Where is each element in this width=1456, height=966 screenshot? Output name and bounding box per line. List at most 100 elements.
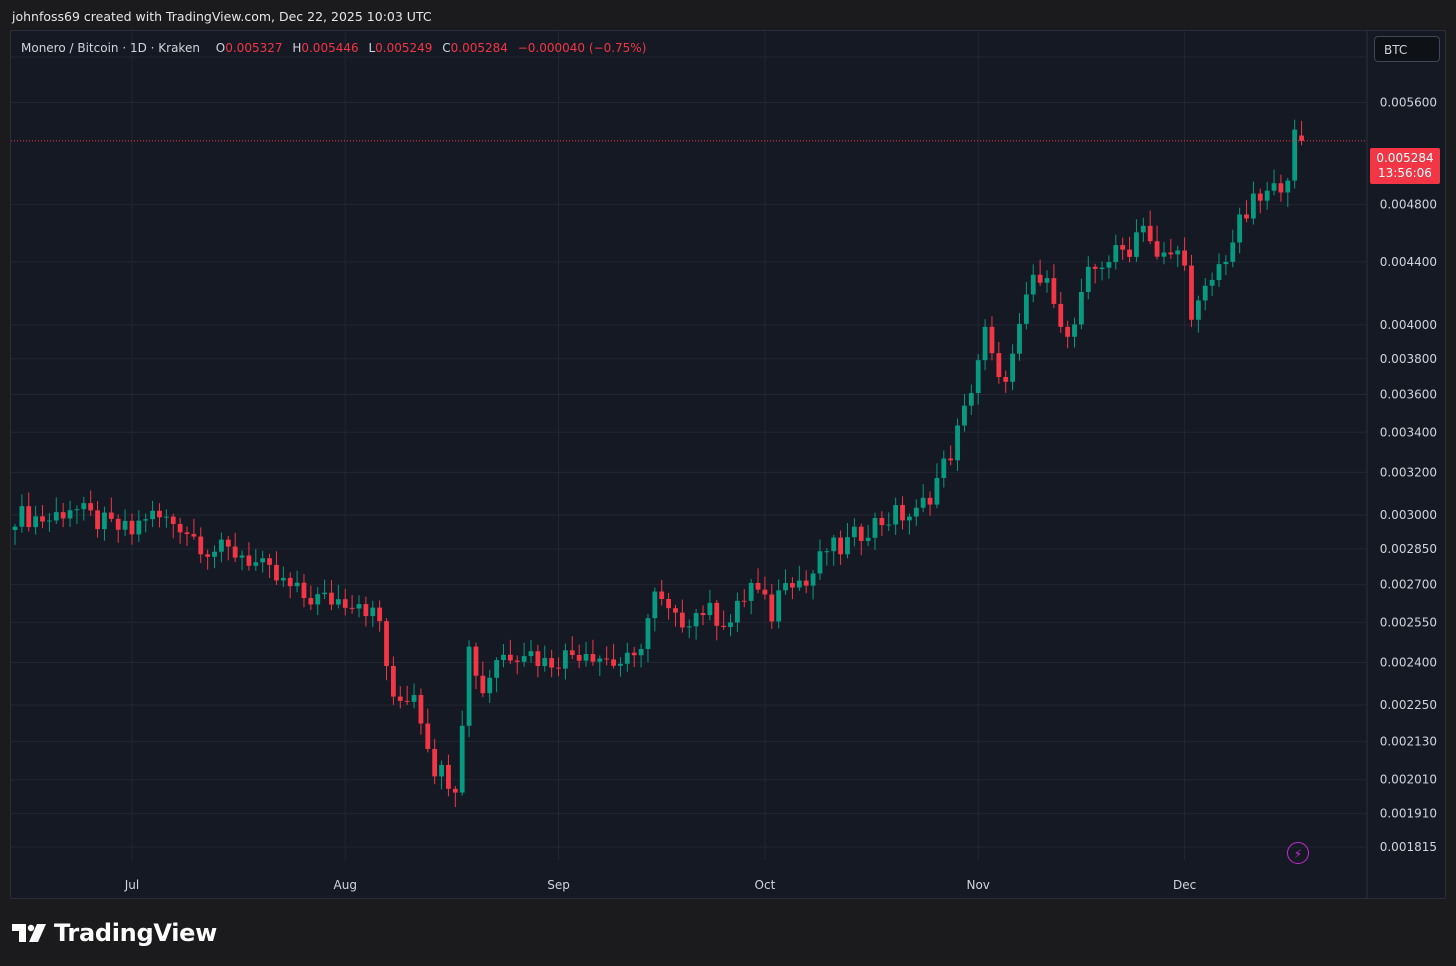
candle-body [707, 602, 713, 616]
bar-countdown: 13:56:06 [1378, 166, 1432, 180]
tradingview-logo[interactable]: TradingView [12, 918, 217, 948]
candle-body [198, 536, 204, 555]
candle-body [1106, 262, 1112, 268]
candle-body [267, 558, 272, 565]
candle-body [157, 510, 162, 518]
candle-body [1072, 324, 1077, 337]
candle-body [1195, 300, 1201, 320]
candle-body [1140, 225, 1146, 233]
candle-body [411, 695, 417, 702]
candle-body [900, 505, 905, 521]
candle-body [666, 599, 671, 609]
candle-body [755, 582, 761, 590]
candle-body [212, 551, 217, 557]
candle-body [1099, 267, 1105, 269]
candle-body [597, 658, 603, 662]
candle-body [377, 607, 383, 622]
last-price-value: 0.005284 [1376, 151, 1434, 165]
candle-body [1299, 135, 1304, 141]
y-tick-label: 0.001910 [1380, 806, 1437, 820]
candle-body [1134, 232, 1139, 257]
candle-body [824, 551, 830, 553]
candle-body [686, 626, 692, 628]
candle-body [968, 393, 974, 406]
candle-body [858, 526, 864, 541]
candle-body [741, 600, 747, 602]
candle-body [1023, 294, 1029, 324]
chart-area[interactable]: 0.0060000.0056000.0048000.0044000.004000… [10, 30, 1446, 899]
open-value: 0.005327 [225, 41, 283, 55]
candle-body [225, 539, 231, 547]
candle-body [659, 591, 665, 600]
candle-body [569, 650, 575, 655]
y-tick-label: 0.001815 [1380, 840, 1437, 854]
candle-body [473, 646, 479, 676]
y-tick-label: 0.004800 [1380, 197, 1437, 211]
candle-body [507, 654, 513, 661]
candle-body [294, 582, 300, 587]
candle-body [33, 516, 39, 528]
candle-body [466, 646, 472, 726]
candle-body [769, 594, 775, 622]
candle-body [47, 520, 52, 522]
candle-body [1223, 261, 1229, 265]
candle-body [618, 663, 623, 666]
y-tick-label: 0.005600 [1380, 96, 1437, 110]
candle-body [728, 622, 733, 627]
candle-body [1216, 264, 1222, 280]
candle-body [934, 477, 940, 505]
candle-body [480, 675, 486, 694]
candle-body [459, 725, 465, 793]
candle-body [528, 651, 534, 657]
symbol-label[interactable]: Monero / Bitcoin · 1D · Kraken [21, 41, 200, 55]
candle-body [576, 654, 582, 661]
candle-body [1175, 250, 1181, 255]
candle-body [590, 654, 596, 662]
candle-body [239, 555, 245, 558]
candle-body [384, 621, 389, 666]
y-tick-label: 0.004400 [1380, 255, 1437, 269]
candlestick-chart[interactable]: 0.0060000.0056000.0048000.0044000.004000… [11, 31, 1445, 898]
close-value: 0.005284 [450, 41, 508, 55]
candle-body [1058, 303, 1064, 327]
candle-body [404, 700, 410, 702]
candle-body [501, 654, 506, 661]
candle-body [679, 612, 685, 628]
candle-body [721, 625, 727, 627]
candle-body [920, 497, 926, 508]
currency-button[interactable]: BTC [1374, 36, 1440, 62]
candle-body [941, 458, 947, 478]
candle-body [1230, 242, 1236, 262]
candle-body [102, 512, 107, 530]
y-tick-label: 0.002550 [1380, 615, 1437, 629]
candle-body [150, 510, 155, 520]
candle-body [879, 518, 885, 526]
candle-body [349, 607, 355, 609]
candle-body [74, 509, 80, 511]
candle-body [783, 583, 788, 591]
candle-body [40, 516, 45, 522]
candle-body [865, 537, 871, 541]
candle-body [163, 516, 169, 518]
close-label: C [442, 41, 451, 55]
candle-body [989, 326, 995, 354]
candle-body [996, 353, 1002, 377]
candle-body [549, 658, 555, 668]
bolt-icon[interactable]: ⚡ [1287, 842, 1309, 864]
candle-body [1285, 180, 1291, 193]
high-value: 0.005446 [301, 41, 359, 55]
candle-body [563, 650, 568, 669]
candle-body [81, 503, 87, 510]
candle-body [1017, 323, 1022, 354]
candle-body [851, 526, 857, 538]
logo-text: TradingView [54, 919, 217, 947]
candle-body [1051, 278, 1057, 304]
candle-body [219, 539, 224, 552]
candle-body [790, 583, 795, 588]
candle-body [962, 405, 967, 426]
candle-body [322, 592, 327, 595]
candle-body [521, 656, 527, 662]
y-tick-label: 0.003800 [1380, 352, 1437, 366]
candle-body [246, 555, 252, 566]
x-tick-label: Aug [334, 878, 357, 892]
